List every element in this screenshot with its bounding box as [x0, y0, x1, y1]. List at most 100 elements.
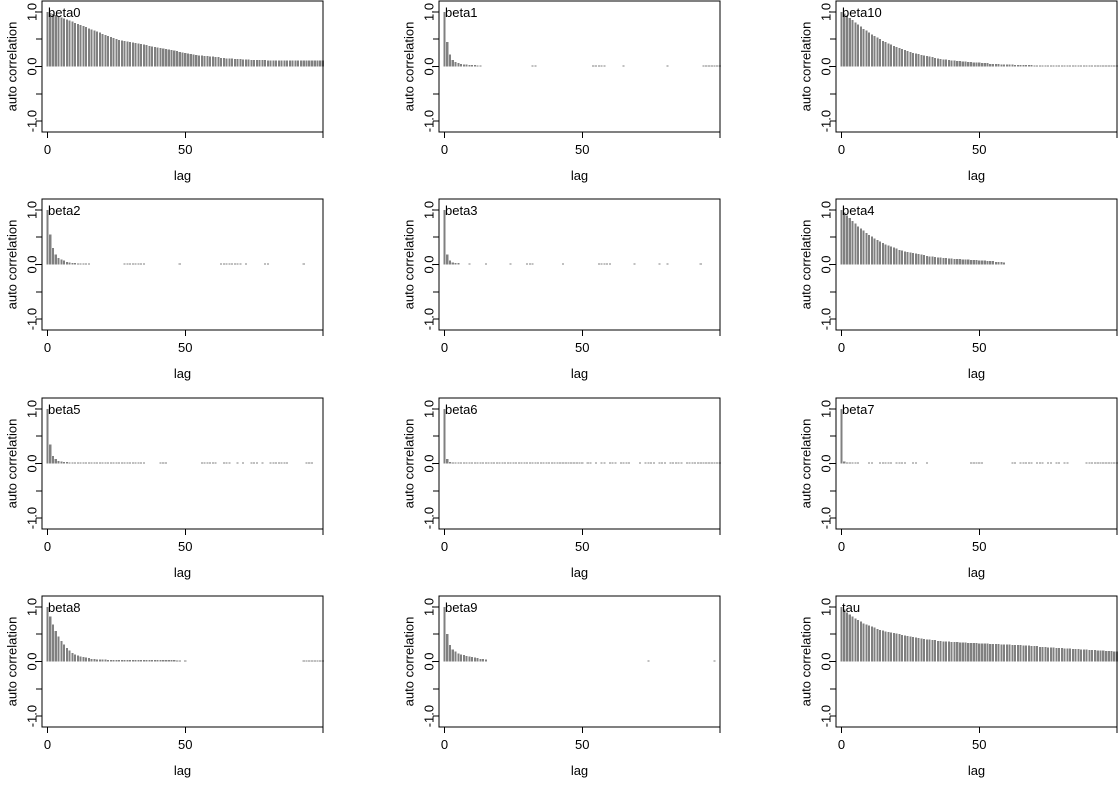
acf-bar: [178, 51, 181, 67]
acf-bar: [545, 462, 548, 464]
acf-bar: [1088, 462, 1091, 464]
acf-bar: [1071, 648, 1074, 662]
acf-bar: [972, 260, 975, 265]
acf-bar: [68, 20, 71, 67]
acf-bar: [857, 462, 860, 464]
acf-bar: [859, 26, 862, 67]
x-axis-label: lag: [968, 366, 985, 381]
x-axis-label: lag: [174, 168, 191, 183]
acf-bar: [46, 209, 49, 265]
acf-bar: [57, 460, 60, 464]
acf-bar: [482, 658, 485, 662]
acf-bar: [1005, 64, 1008, 67]
acf-bar: [454, 651, 457, 662]
acf-bar: [989, 261, 992, 265]
acf-bar: [669, 462, 672, 464]
acf-bar: [203, 462, 206, 464]
acf-bar: [198, 55, 201, 67]
acf-bar: [523, 462, 526, 464]
acf-bar: [236, 462, 239, 464]
acf-bar: [672, 462, 675, 464]
acf-bar: [457, 653, 460, 662]
acf-bar: [200, 462, 203, 464]
acf-bar: [531, 263, 534, 265]
acf-bar: [1033, 65, 1036, 67]
acf-bar: [1102, 462, 1105, 464]
acf-bar: [46, 408, 49, 464]
x-tick-label: 50: [178, 340, 192, 355]
x-tick-label: 50: [575, 737, 589, 752]
acf-bar: [184, 52, 187, 67]
acf-bar: [677, 462, 680, 464]
acf-bar: [931, 640, 934, 662]
acf-bar: [950, 60, 953, 67]
acf-bar: [112, 38, 115, 67]
acf-chart-beta8: -1.0 0.0 1.0 0 50 lag auto correlation beta8: [5, 595, 325, 778]
acf-bar: [74, 262, 77, 265]
acf-bar: [947, 641, 950, 662]
acf-bar: [153, 659, 156, 662]
acf-bar: [628, 462, 631, 464]
acf-bar: [953, 60, 956, 67]
acf-bar: [239, 58, 242, 67]
acf-bar: [1000, 261, 1003, 265]
acf-bar: [1041, 65, 1044, 67]
acf-bar: [884, 631, 887, 662]
acf-bar: [473, 657, 476, 662]
acf-bar: [972, 62, 975, 67]
y-tick-label: 1.0: [819, 3, 834, 21]
acf-bar: [261, 462, 264, 464]
acf-bar: [305, 60, 308, 67]
acf-bar: [578, 462, 581, 464]
acf-bar: [912, 636, 915, 662]
acf-bar: [1038, 646, 1041, 662]
acf-bar: [460, 462, 463, 464]
acf-bar: [520, 462, 523, 464]
acf-bar: [1047, 647, 1050, 662]
acf-bar: [898, 249, 901, 265]
acf-bar: [1000, 644, 1003, 662]
acf-bar: [906, 51, 909, 67]
acf-bar: [992, 644, 995, 662]
acf-bar: [1044, 646, 1047, 662]
acf-bar: [195, 55, 198, 67]
acf-bar: [661, 462, 664, 464]
acf-bar: [994, 261, 997, 265]
acf-bar: [131, 263, 134, 265]
acf-bar: [884, 244, 887, 265]
x-tick-label: 0: [441, 539, 448, 554]
acf-bar: [200, 55, 203, 67]
acf-bar: [865, 624, 868, 662]
acf-bar: [123, 462, 126, 464]
acf-bar: [115, 462, 118, 464]
acf-bar: [443, 606, 446, 662]
acf-bar: [266, 263, 269, 265]
acf-bar: [490, 462, 493, 464]
acf-bar: [901, 250, 904, 265]
acf-bar: [1113, 65, 1116, 67]
acf-bar: [1038, 65, 1041, 67]
x-tick-label: 0: [44, 340, 51, 355]
acf-bar: [211, 56, 214, 67]
acf-bar: [460, 654, 463, 662]
acf-bar: [1113, 651, 1116, 662]
acf-bar: [650, 462, 653, 464]
acf-bar: [134, 43, 137, 67]
acf-bar: [895, 46, 898, 67]
x-axis-label: lag: [571, 763, 588, 778]
acf-panel-beta7: -1.0 0.0 1.0 0 50 lag auto correlation beta7: [794, 397, 1120, 593]
acf-bar: [484, 263, 487, 265]
acf-bar: [82, 657, 85, 662]
acf-bar: [1110, 65, 1113, 67]
acf-bar: [969, 642, 973, 662]
acf-bar: [994, 63, 997, 67]
acf-bar: [107, 35, 110, 67]
acf-bar: [548, 462, 551, 464]
acf-bar: [978, 260, 981, 265]
acf-bar: [512, 462, 515, 464]
acf-bar: [129, 659, 132, 662]
acf-bar: [1036, 65, 1039, 67]
acf-bar: [87, 658, 90, 662]
acf-bar: [443, 11, 446, 67]
acf-bar: [1113, 462, 1116, 464]
